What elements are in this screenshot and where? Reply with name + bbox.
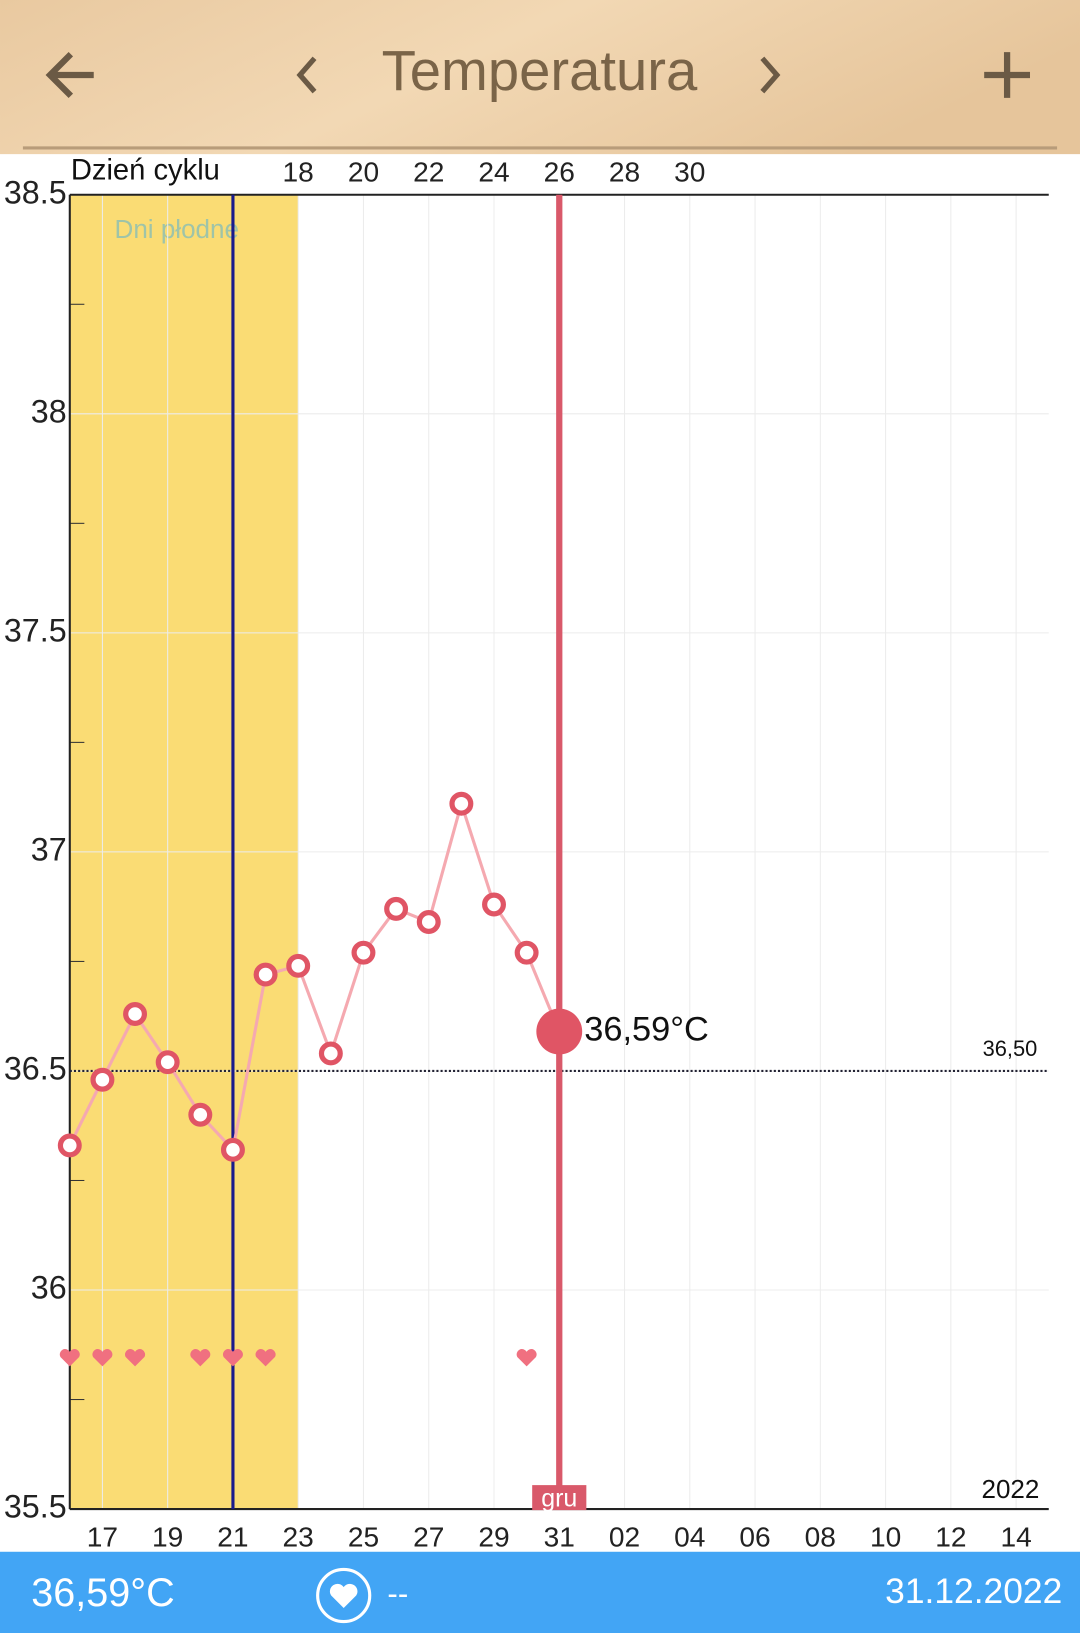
x-tick-label: 27	[413, 1522, 444, 1553]
x-tick-label: 10	[870, 1522, 901, 1553]
footer-date: 31.12.2022	[885, 1571, 1062, 1611]
cycle-day-label: 28	[609, 156, 640, 187]
heart-marker	[59, 1349, 80, 1367]
back-button[interactable]	[45, 51, 94, 99]
x-tick-label: 17	[87, 1522, 118, 1553]
temperature-point	[318, 1041, 343, 1066]
x-tick-label: 29	[478, 1522, 509, 1553]
y-tick-label: 38.5	[4, 174, 67, 210]
y-tick-label: 35.5	[4, 1489, 67, 1525]
next-button[interactable]	[760, 56, 781, 94]
x-tick-label: 14	[1000, 1522, 1031, 1553]
header-bar	[0, 0, 1080, 155]
y-tick-label: 36	[31, 1270, 67, 1306]
x-tick-label: 04	[674, 1522, 705, 1553]
header-title: Temperatura	[382, 39, 698, 102]
selected-value-label: 36,59°C	[584, 1011, 709, 1049]
x-tick-label: 31	[544, 1522, 575, 1553]
year-label: 2022	[982, 1474, 1040, 1504]
cycle-day-label: 18	[283, 156, 314, 187]
heart-marker	[255, 1349, 276, 1367]
x-tick-label: 06	[739, 1522, 770, 1553]
y-tick-label: 37.5	[4, 612, 67, 648]
cycle-day-label: 24	[478, 156, 509, 187]
temperature-point	[449, 791, 474, 816]
heart-icon	[329, 1583, 358, 1609]
y-tick-label: 37	[31, 831, 67, 867]
prev-button[interactable]	[296, 56, 317, 94]
y-tick-label: 36.5	[4, 1050, 67, 1086]
temperature-point	[220, 1137, 245, 1162]
heart-marker	[190, 1349, 211, 1367]
temperature-point	[188, 1102, 213, 1127]
x-tick-label: 08	[805, 1522, 836, 1553]
x-tick-label: 02	[609, 1522, 640, 1553]
fertile-label: Dni płodne	[115, 214, 239, 244]
cycle-day-label: 20	[348, 156, 379, 187]
chart: Dni płodne 17 19 21 23 25 27 29 31 02 04 06 08 10 12 14…	[4, 155, 1049, 1553]
x-tick-label: 12	[935, 1522, 966, 1553]
heart-marker	[222, 1349, 243, 1367]
y-tick-label: 38	[31, 393, 67, 429]
month-badge	[532, 1485, 587, 1511]
cycle-day-label: 30	[674, 156, 705, 187]
add-button[interactable]	[984, 52, 1031, 98]
heart-marker	[125, 1349, 146, 1367]
footer-heart-value: --	[387, 1576, 408, 1611]
temperature-point	[90, 1067, 115, 1092]
month-label: gru	[541, 1484, 577, 1512]
temperature-point	[384, 896, 409, 921]
temperature-point	[155, 1050, 180, 1075]
temperature-line	[68, 798, 561, 1154]
temperature-point	[514, 940, 539, 965]
reference-label: 36,50	[983, 1036, 1038, 1061]
heart-marker	[516, 1349, 537, 1367]
temperature-point	[416, 910, 441, 934]
x-tick-label: 21	[217, 1522, 248, 1553]
cycle-day-label: 26	[544, 156, 575, 187]
x-tick-label: 23	[283, 1522, 314, 1553]
x-tick-label: 25	[348, 1522, 379, 1553]
footer-bar	[0, 1551, 1080, 1633]
cycle-day-label: 22	[413, 156, 444, 187]
heart-marker	[92, 1349, 113, 1367]
temperature-point	[57, 1133, 82, 1158]
cycle-label: Dzień cyklu	[71, 155, 220, 187]
temperature-point	[482, 892, 506, 917]
temperature-point	[253, 962, 278, 987]
footer-temperature: 36,59°C	[31, 1571, 174, 1615]
temperature-point	[286, 953, 311, 978]
heart-button[interactable]	[316, 1567, 372, 1624]
temperature-point	[351, 940, 376, 965]
x-tick-label: 19	[152, 1522, 183, 1553]
temperature-point	[123, 1002, 148, 1026]
selected-point	[536, 1008, 583, 1055]
